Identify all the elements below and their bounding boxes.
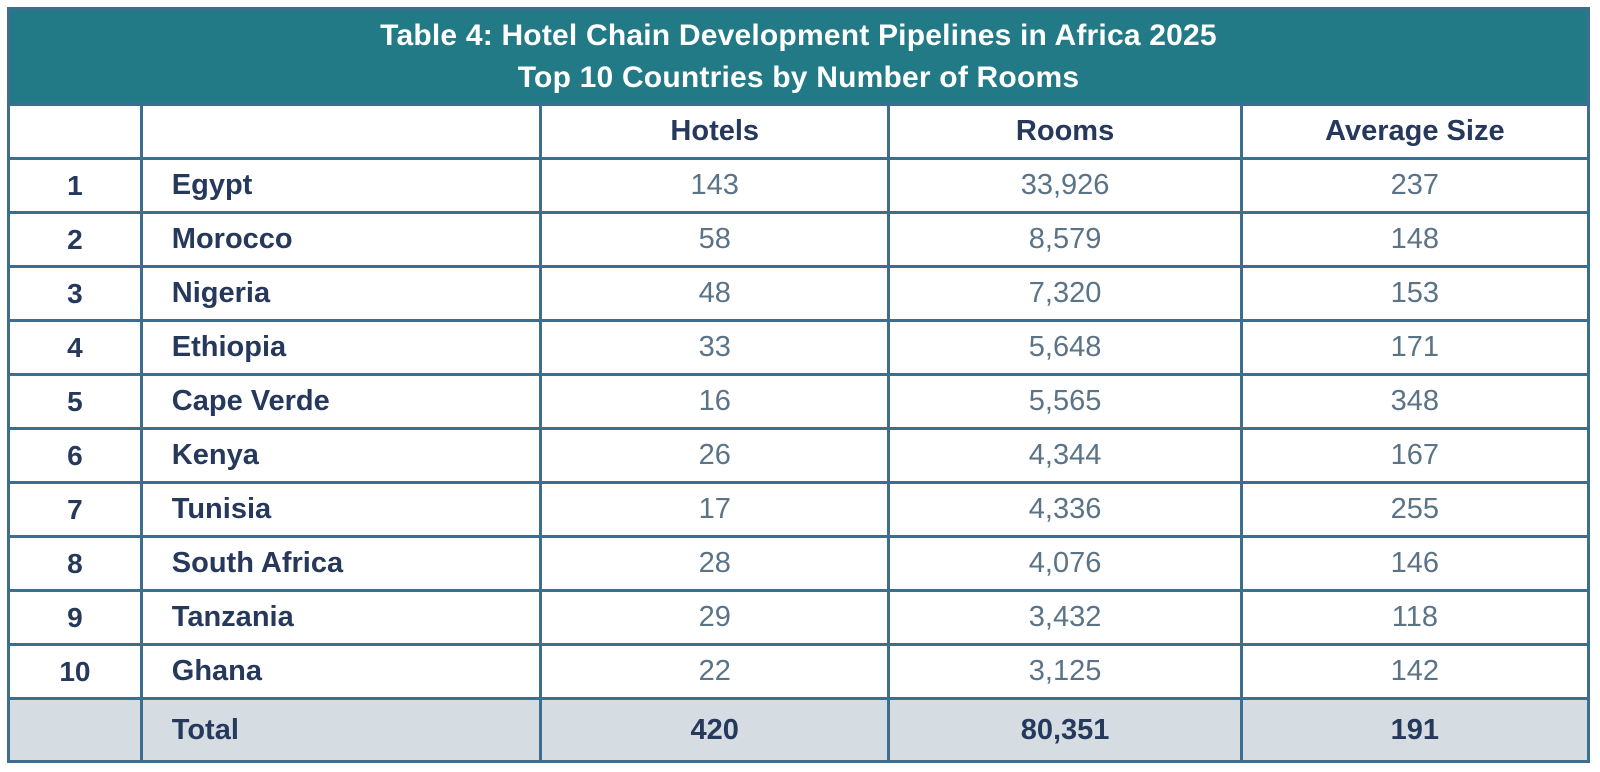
average-size-cell: 148 (1242, 214, 1587, 268)
country-cell: South Africa (142, 538, 543, 592)
rank-cell: 5 (10, 376, 143, 430)
country-cell: Kenya (142, 430, 543, 484)
country-cell: Nigeria (142, 268, 543, 322)
country-cell: Ghana (142, 646, 543, 700)
hotels-cell: 17 (542, 484, 891, 538)
average-size-cell: 237 (1242, 160, 1587, 214)
average-size-cell: 171 (1242, 322, 1587, 376)
total-label: Total (142, 700, 543, 760)
average-size-cell: 142 (1242, 646, 1587, 700)
average-size-cell: 153 (1242, 268, 1587, 322)
header-hotels: Hotels (542, 106, 891, 160)
table-title-line1: Table 4: Hotel Chain Development Pipelin… (380, 18, 1217, 52)
header-rooms: Rooms (890, 106, 1243, 160)
rank-cell: 4 (10, 322, 143, 376)
average-size-cell: 348 (1242, 376, 1587, 430)
rooms-cell: 5,565 (890, 376, 1243, 430)
rank-cell: 3 (10, 268, 143, 322)
country-cell: Egypt (142, 160, 543, 214)
rooms-cell: 4,076 (890, 538, 1243, 592)
header-country-cell (142, 106, 543, 160)
average-size-cell: 146 (1242, 538, 1587, 592)
hotels-cell: 26 (542, 430, 891, 484)
hotels-cell: 33 (542, 322, 891, 376)
rooms-cell: 5,648 (890, 322, 1243, 376)
country-cell: Tunisia (142, 484, 543, 538)
country-cell: Morocco (142, 214, 543, 268)
table-frame: Table 4: Hotel Chain Development Pipelin… (7, 7, 1590, 763)
hotel-pipeline-table: Table 4: Hotel Chain Development Pipelin… (10, 10, 1587, 760)
rooms-cell: 7,320 (890, 268, 1243, 322)
rank-cell: 7 (10, 484, 143, 538)
country-cell: Cape Verde (142, 376, 543, 430)
hotels-cell: 29 (542, 592, 891, 646)
rank-cell: 10 (10, 646, 143, 700)
rank-cell: 1 (10, 160, 143, 214)
rooms-cell: 4,344 (890, 430, 1243, 484)
rooms-cell: 4,336 (890, 484, 1243, 538)
average-size-cell: 118 (1242, 592, 1587, 646)
hotels-cell: 48 (542, 268, 891, 322)
total-rank-cell (10, 700, 143, 760)
rooms-cell: 3,125 (890, 646, 1243, 700)
table-title-band: Table 4: Hotel Chain Development Pipelin… (10, 10, 1587, 106)
rank-cell: 8 (10, 538, 143, 592)
table-title-line2: Top 10 Countries by Number of Rooms (517, 60, 1080, 94)
average-size-cell: 255 (1242, 484, 1587, 538)
rooms-cell: 8,579 (890, 214, 1243, 268)
hotels-cell: 28 (542, 538, 891, 592)
rank-cell: 6 (10, 430, 143, 484)
average-size-cell: 167 (1242, 430, 1587, 484)
total-hotels: 420 (542, 700, 891, 760)
country-cell: Tanzania (142, 592, 543, 646)
total-rooms: 80,351 (890, 700, 1243, 760)
rooms-cell: 3,432 (890, 592, 1243, 646)
country-cell: Ethiopia (142, 322, 543, 376)
hotels-cell: 58 (542, 214, 891, 268)
rank-cell: 2 (10, 214, 143, 268)
header-average-size: Average Size (1242, 106, 1587, 160)
total-average-size: 191 (1242, 700, 1587, 760)
rank-cell: 9 (10, 592, 143, 646)
rooms-cell: 33,926 (890, 160, 1243, 214)
hotels-cell: 16 (542, 376, 891, 430)
hotels-cell: 143 (542, 160, 891, 214)
hotels-cell: 22 (542, 646, 891, 700)
header-rank-cell (10, 106, 143, 160)
